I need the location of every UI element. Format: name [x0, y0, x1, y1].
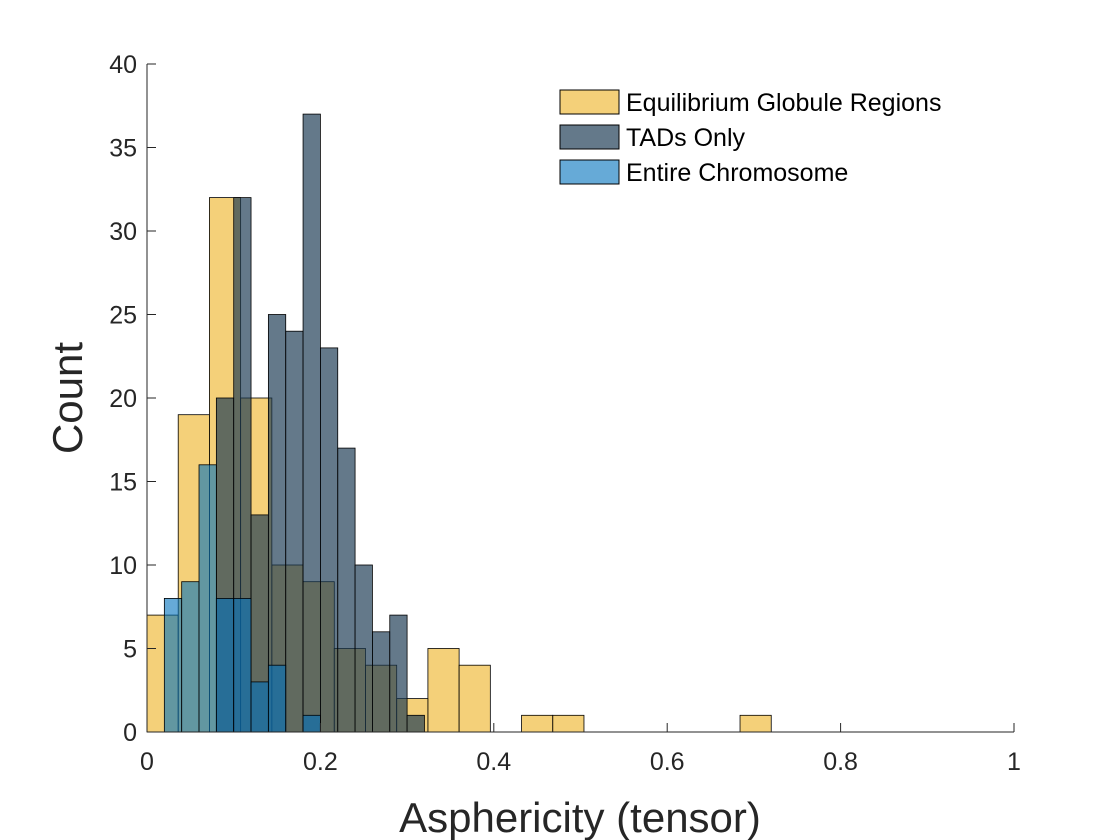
legend-label-tads: TADs Only [626, 124, 745, 152]
legend-swatch-entire [559, 159, 620, 185]
bar-entire-2 [198, 464, 217, 733]
legend-swatch-tads [559, 124, 620, 150]
bar-tads-11 [406, 714, 425, 733]
bar-tads-6 [319, 347, 339, 733]
legend-label-entire: Entire Chromosome [626, 159, 848, 187]
bar-tads-7 [337, 447, 356, 733]
x-tick-label: 1 [1007, 748, 1021, 776]
legend-swatch-equilibrium [559, 89, 620, 115]
bar-tads-10 [389, 614, 408, 733]
y-tick-label: 15 [109, 469, 137, 497]
bar-tads-8 [354, 564, 373, 733]
bar-entire-4 [233, 598, 252, 733]
x-tick-label: 0.6 [650, 748, 685, 776]
x-tick-label: 0.4 [476, 748, 511, 776]
bar-entire-3 [215, 598, 235, 733]
x-tick-label: 0.8 [823, 748, 858, 776]
y-tick-label: 5 [123, 636, 137, 664]
x-tick-label: 0.2 [303, 748, 338, 776]
y-tick-label: 40 [109, 51, 137, 79]
bar-equilibrium-10 [458, 664, 491, 733]
bar-entire-1 [181, 581, 200, 733]
x-axis-title: Asphericity (tensor) [399, 794, 761, 840]
bars-layer [146, 113, 772, 733]
bar-equilibrium-13 [552, 714, 585, 733]
y-axis-title: Count [44, 342, 91, 454]
bar-tads-5 [302, 113, 321, 733]
bar-entire-5 [250, 681, 269, 733]
bar-entire-8 [302, 714, 321, 733]
y-tick-label: 0 [123, 719, 137, 747]
y-tick-label: 30 [109, 218, 137, 246]
legend-label-equilibrium: Equilibrium Globule Regions [626, 89, 941, 117]
y-tick-label: 35 [109, 135, 137, 163]
bar-tads-9 [372, 631, 391, 733]
bar-entire-0 [163, 598, 183, 733]
y-tick-label: 10 [109, 552, 137, 580]
bar-equilibrium-19 [739, 714, 772, 733]
bar-equilibrium-12 [521, 714, 554, 733]
y-tick-label: 20 [109, 385, 137, 413]
bar-equilibrium-9 [427, 648, 460, 733]
bar-tads-4 [285, 330, 304, 733]
bar-entire-6 [267, 664, 287, 733]
y-tick-label: 25 [109, 302, 137, 330]
legend: Equilibrium Globule Regions TADs Only En… [559, 89, 941, 187]
x-tick-label: 0 [140, 748, 154, 776]
